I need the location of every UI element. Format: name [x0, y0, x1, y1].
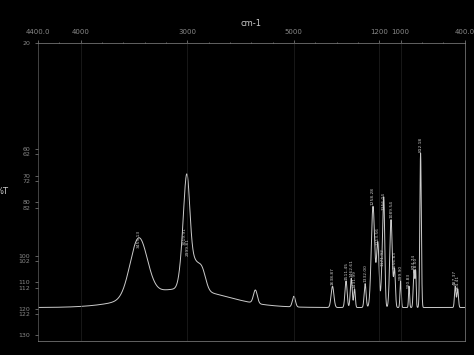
Text: 464.41: 464.41: [456, 275, 460, 290]
Y-axis label: %T: %T: [0, 187, 8, 196]
Text: 1156.04: 1156.04: [382, 192, 386, 210]
Text: 1258.28: 1258.28: [371, 187, 375, 205]
Text: 1171.92: 1171.92: [380, 248, 384, 266]
Text: 1511.45: 1511.45: [344, 261, 348, 280]
Text: 1332.00: 1332.00: [363, 264, 367, 282]
Text: 1213.56: 1213.56: [376, 227, 380, 245]
Text: 1431.99: 1431.99: [353, 270, 356, 288]
Text: 3019.91: 3019.91: [183, 227, 187, 245]
Text: 1056.83: 1056.83: [392, 251, 397, 269]
Text: 1089.54: 1089.54: [389, 200, 393, 218]
Text: 812.18: 812.18: [419, 137, 423, 152]
Text: 487.37: 487.37: [453, 270, 457, 285]
Text: 3455.13: 3455.13: [137, 229, 141, 248]
Text: 1462.61: 1462.61: [349, 259, 353, 277]
X-axis label: cm-1: cm-1: [241, 19, 262, 28]
Text: 999.90: 999.90: [399, 264, 402, 280]
Text: 874.74: 874.74: [412, 254, 416, 269]
Text: 1638.87: 1638.87: [330, 267, 335, 285]
Text: 858.00: 858.00: [414, 256, 418, 272]
Text: 2999.81: 2999.81: [185, 238, 189, 256]
Text: 920.83: 920.83: [407, 272, 411, 288]
